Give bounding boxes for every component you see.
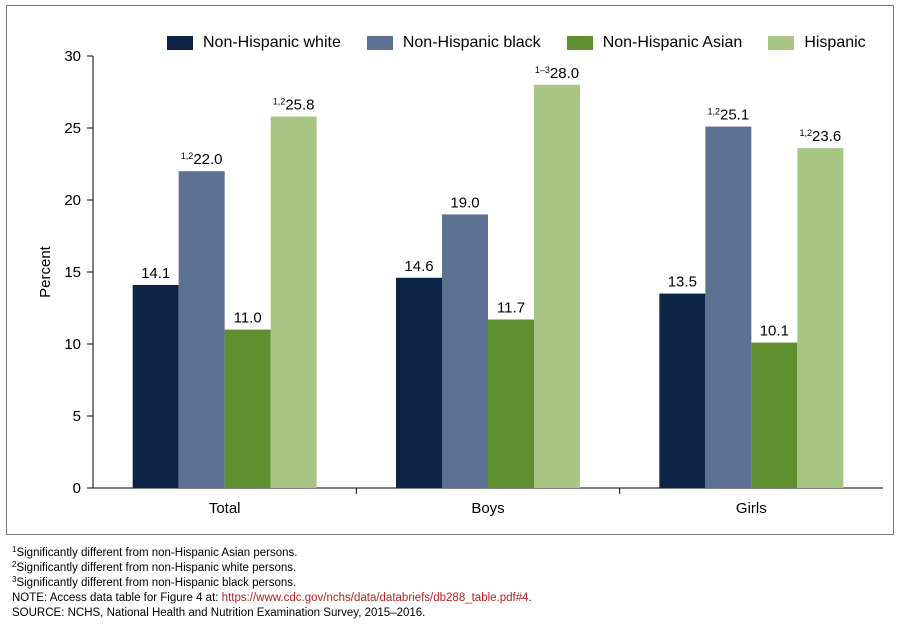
y-tick-label: 10: [64, 336, 81, 353]
data-label: 13.5: [668, 274, 697, 291]
note-line: NOTE: Access data table for Figure 4 at:…: [12, 591, 532, 606]
bar: [396, 277, 442, 488]
legend-label: Non-Hispanic Asian: [602, 34, 743, 51]
y-tick-label: 0: [73, 480, 81, 497]
legend-item: Hispanic: [768, 34, 866, 52]
note-suffix: .: [528, 592, 532, 604]
bar: [442, 214, 488, 488]
legend-swatch: [167, 36, 193, 50]
legend-item: Non-Hispanic white: [167, 34, 341, 52]
bar: [751, 342, 798, 488]
data-label: 11.0: [234, 310, 262, 327]
bar: [705, 126, 752, 488]
y-tick-label: 20: [64, 192, 81, 209]
chart-frame: 0 5 10 15 20 25 30 Percent Total 14.1 1,222.0 11.0 1…: [6, 5, 894, 535]
legend-label: Non-Hispanic black: [402, 34, 541, 51]
bar: [797, 148, 844, 488]
data-label-footnote: 1,2: [181, 151, 194, 161]
category-label: Girls: [736, 500, 767, 517]
bar: [488, 319, 534, 488]
bar: [224, 329, 271, 488]
footnote-2-text: Significantly different from non-Hispani…: [16, 562, 297, 574]
legend-item: Non-Hispanic Asian: [566, 34, 743, 52]
bar: [178, 171, 225, 488]
footnote-3-marker: 3: [12, 575, 17, 584]
footnote-3: 3Significantly different from non-Hispan…: [12, 576, 532, 591]
data-label-footnote: 1,2: [707, 107, 720, 117]
data-label-value: 28.0: [550, 65, 579, 82]
footnote-3-text: Significantly different from non-Hispani…: [16, 577, 297, 589]
data-label: 19.0: [450, 194, 479, 211]
data-label-value: 25.8: [285, 96, 314, 113]
footnote-1: 1Significantly different from non-Hispan…: [12, 546, 532, 561]
legend: Non-Hispanic white Non-Hispanic black Non-…: [167, 34, 892, 52]
data-label: 1–328.0: [535, 65, 579, 82]
data-label: 14.6: [404, 258, 433, 275]
data-table-link[interactable]: https://www.cdc.gov/nchs/data/databriefs…: [221, 592, 529, 604]
legend-swatch: [366, 36, 393, 50]
y-tick-label: 5: [73, 408, 81, 425]
data-label: 1,225.1: [707, 107, 749, 124]
footnote-1-marker: 1: [12, 545, 17, 554]
y-tick-label: 15: [64, 264, 81, 281]
legend-swatch: [566, 36, 593, 50]
data-label: 10.1: [760, 323, 789, 340]
legend-label: Non-Hispanic white: [203, 34, 341, 51]
category-label: Boys: [471, 500, 504, 517]
data-label-value: 23.6: [812, 128, 841, 145]
bar: [132, 284, 179, 488]
source-line: SOURCE: NCHS, National Health and Nutrit…: [12, 607, 426, 619]
bar: [270, 116, 317, 488]
data-label: 1,222.0: [181, 151, 223, 168]
category-label: Total: [209, 500, 241, 517]
data-label: 1,225.8: [273, 96, 315, 113]
bar: [659, 293, 706, 488]
data-label: 14.1: [141, 265, 170, 282]
y-axis-label: Percent: [37, 245, 54, 298]
data-label-footnote: 1,2: [273, 96, 286, 106]
data-label: 11.7: [497, 300, 525, 317]
footnote-1-text: Significantly different from non-Hispani…: [16, 547, 298, 559]
data-label-footnote: 1–3: [535, 65, 550, 75]
data-label: 1,223.6: [799, 128, 841, 145]
legend-label: Hispanic: [804, 34, 866, 51]
data-label-footnote: 1,2: [799, 128, 812, 138]
y-tick-label: 25: [64, 120, 81, 137]
footnote-2-marker: 2: [12, 560, 17, 569]
y-tick-label: 30: [64, 48, 81, 65]
legend-swatch: [768, 36, 795, 50]
chart-notes: 1Significantly different from non-Hispan…: [12, 546, 532, 621]
bar-chart: 051015202530PercentTotal14.11,222.011.01…: [37, 48, 883, 517]
footnote-2: 2Significantly different from non-Hispan…: [12, 561, 532, 576]
data-label-value: 22.0: [193, 151, 222, 168]
note-prefix: NOTE: Access data table for Figure 4 at:: [12, 592, 222, 604]
legend-item: Non-Hispanic black: [366, 34, 541, 52]
data-label-value: 25.1: [720, 107, 749, 124]
bar: [534, 84, 580, 489]
